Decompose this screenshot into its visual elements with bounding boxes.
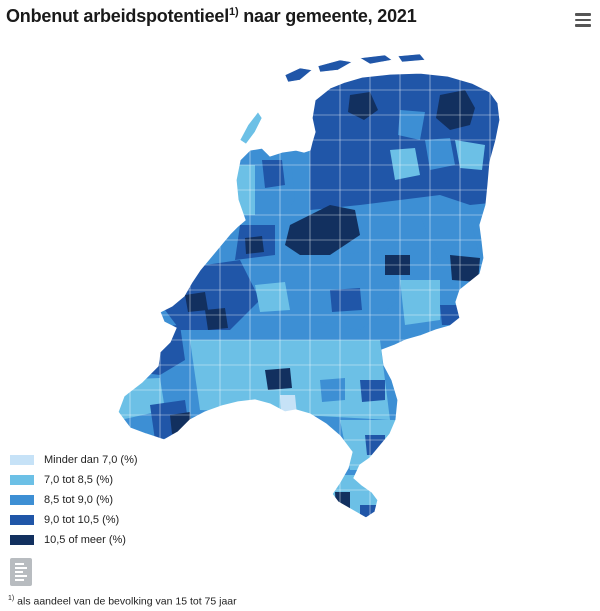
legend-item[interactable]: 8,5 tot 9,0 (%) [10, 490, 138, 510]
title-text: Onbenut arbeidspotentieel [6, 6, 230, 26]
legend-label: Minder dan 7,0 (%) [44, 454, 138, 466]
chart-title: Onbenut arbeidspotentieel1) naar gemeent… [6, 6, 417, 27]
legend-item[interactable]: 9,0 tot 10,5 (%) [10, 510, 138, 530]
netherlands-municipality-map [117, 53, 501, 519]
legend-swatch [10, 475, 34, 485]
legend-swatch [10, 495, 34, 505]
legend-item[interactable]: 7,0 tot 8,5 (%) [10, 470, 138, 490]
title-superscript: 1) [229, 6, 239, 18]
title-suffix: naar gemeente, 2021 [238, 6, 417, 26]
legend-label: 8,5 tot 9,0 (%) [44, 494, 114, 506]
legend-label: 9,0 tot 10,5 (%) [44, 514, 120, 526]
legend-label: 7,0 tot 8,5 (%) [44, 474, 114, 486]
legend-swatch [10, 455, 34, 465]
legend-label: 10,5 of meer (%) [44, 534, 126, 546]
footnote: 1) als aandeel van de bevolking van 15 t… [8, 595, 237, 608]
footnote-superscript: 1) [8, 595, 15, 602]
footnote-text: als aandeel van de bevolking van 15 tot … [14, 595, 237, 608]
hamburger-menu-icon[interactable] [575, 13, 591, 27]
legend-swatch [10, 535, 34, 545]
legend-item[interactable]: Minder dan 7,0 (%) [10, 450, 138, 470]
cbs-logo-icon [10, 558, 32, 586]
legend: Minder dan 7,0 (%) 7,0 tot 8,5 (%) 8,5 t… [10, 450, 138, 550]
legend-item[interactable]: 10,5 of meer (%) [10, 530, 138, 550]
legend-swatch [10, 515, 34, 525]
